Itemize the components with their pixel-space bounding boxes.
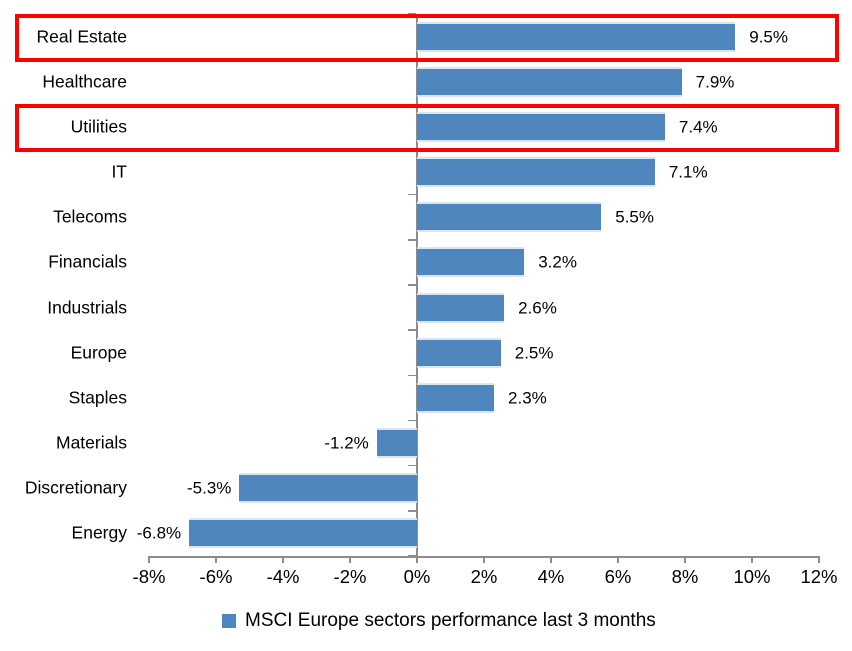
- value-axis-tick: [617, 556, 619, 563]
- category-label: Materials: [56, 432, 127, 453]
- value-axis-tick: [483, 556, 485, 563]
- category-axis-tick: [408, 239, 416, 241]
- value-axis-tick-label: 2%: [470, 566, 498, 587]
- value-axis-tick-label: 0%: [403, 566, 431, 587]
- bar: [417, 21, 736, 52]
- bar: [417, 66, 682, 97]
- category-axis-tick: [408, 419, 416, 422]
- bar: [417, 382, 495, 413]
- bar-value-label: 7.1%: [668, 162, 708, 182]
- category-label: Telecoms: [53, 206, 127, 227]
- value-axis-tick-label: 12%: [800, 566, 838, 587]
- category-label: Discretionary: [24, 477, 127, 498]
- bar-value-label: 7.4%: [678, 117, 718, 137]
- bar: [189, 518, 417, 549]
- value-axis-tick-label: -8%: [132, 566, 166, 587]
- bar-value-label: -6.8%: [136, 523, 182, 543]
- category-axis-tick: [408, 329, 416, 331]
- category-axis-tick: [408, 193, 416, 196]
- bar-value-label: 5.5%: [615, 207, 654, 227]
- value-axis-tick: [215, 556, 217, 563]
- bar-value-label: 3.2%: [538, 252, 577, 272]
- bar: [376, 428, 417, 459]
- category-label: Utilities: [70, 116, 127, 137]
- legend-label: MSCI Europe sectors performance last 3 m…: [245, 610, 656, 631]
- bar: [417, 157, 655, 188]
- highlight-box: [15, 13, 839, 63]
- category-axis-tick: [408, 284, 416, 286]
- value-axis-tick-label: -2%: [333, 566, 367, 587]
- value-axis-tick-label: 6%: [604, 566, 632, 587]
- value-axis-tick: [818, 556, 820, 563]
- category-label: Healthcare: [42, 71, 127, 91]
- bar-value-label: -5.3%: [187, 478, 232, 498]
- value-axis-tick-label: 4%: [537, 566, 565, 587]
- value-axis-tick: [282, 556, 284, 563]
- value-axis-tick-label: -6%: [199, 566, 233, 587]
- bar: [417, 337, 501, 368]
- highlight-box: [15, 103, 839, 153]
- value-axis-tick: [550, 556, 552, 563]
- category-axis-tick: [408, 464, 416, 467]
- bar: [239, 473, 417, 504]
- bar: [417, 202, 602, 233]
- category-label: Europe: [70, 342, 127, 362]
- value-axis-tick: [684, 556, 686, 563]
- bar: [417, 292, 505, 323]
- value-axis-tick: [751, 556, 753, 563]
- value-axis-tick: [349, 556, 351, 563]
- bar: [417, 247, 525, 278]
- category-label: Energy: [71, 522, 127, 543]
- bar-value-label: 2.6%: [518, 298, 557, 318]
- category-label: Financials: [48, 251, 127, 272]
- category-label: Staples: [68, 387, 127, 408]
- category-label: IT: [111, 161, 127, 182]
- legend: MSCI Europe sectors performance last 3 m…: [222, 611, 656, 630]
- category-axis-tick: [408, 374, 416, 377]
- bar-value-label: 2.5%: [514, 343, 554, 363]
- bar-value-label: 9.5%: [749, 27, 788, 47]
- category-axis-line: [415, 14, 418, 556]
- category-label: Real Estate: [36, 25, 127, 46]
- value-axis-tick: [416, 556, 418, 563]
- bar-value-label: 2.3%: [508, 388, 547, 408]
- category-label: Industrials: [47, 296, 127, 317]
- bar-value-label: -1.2%: [324, 433, 369, 453]
- value-axis-tick-label: 10%: [733, 566, 771, 587]
- value-axis-tick-label: -4%: [266, 566, 300, 587]
- legend-swatch-icon: [222, 613, 236, 628]
- bar: [417, 111, 665, 142]
- value-axis-tick: [148, 556, 150, 563]
- category-axis-tick: [408, 510, 416, 512]
- value-axis-tick-label: 8%: [671, 566, 699, 587]
- bar-value-label: 7.9%: [695, 72, 735, 92]
